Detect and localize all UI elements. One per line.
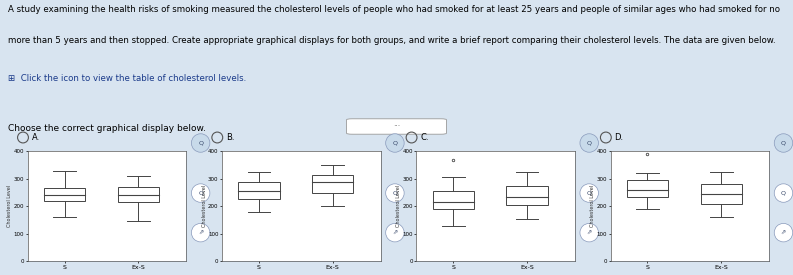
Text: ⊞  Click the icon to view the table of cholesterol levels.: ⊞ Click the icon to view the table of ch… (8, 74, 246, 83)
Bar (700, 184, 742, 204)
Text: Q: Q (587, 141, 592, 145)
Text: A study examining the health risks of smoking measured the cholesterol levels of: A study examining the health risks of sm… (8, 6, 780, 15)
Text: ⇗: ⇗ (781, 230, 786, 235)
Text: ⇗: ⇗ (393, 230, 397, 235)
Y-axis label: Cholesterol Level: Cholesterol Level (396, 185, 401, 227)
Text: more than 5 years and then stopped. Create appropriate graphical displays for bo: more than 5 years and then stopped. Crea… (8, 36, 776, 45)
Text: Choose the correct graphical display below.: Choose the correct graphical display bel… (8, 124, 206, 133)
Text: A.: A. (32, 133, 40, 142)
Circle shape (385, 184, 404, 202)
Bar (312, 175, 354, 192)
Text: ⇗: ⇗ (198, 230, 203, 235)
Circle shape (580, 223, 599, 242)
Text: Q: Q (393, 141, 397, 145)
Text: D.: D. (615, 133, 624, 142)
FancyBboxPatch shape (347, 119, 446, 134)
Circle shape (580, 184, 599, 202)
Circle shape (580, 134, 599, 152)
Y-axis label: Cholesterol Level: Cholesterol Level (7, 185, 13, 227)
Bar (238, 182, 280, 199)
Y-axis label: Cholesterol Level: Cholesterol Level (590, 185, 596, 227)
Text: ···: ··· (393, 122, 400, 131)
Text: ⇗: ⇗ (587, 230, 592, 235)
Text: Q: Q (393, 191, 397, 196)
Text: Q: Q (781, 191, 786, 196)
Text: Q: Q (781, 141, 786, 145)
Circle shape (774, 134, 793, 152)
Y-axis label: Cholesterol Level: Cholesterol Level (201, 185, 207, 227)
Circle shape (191, 134, 210, 152)
Circle shape (191, 184, 210, 202)
Text: Q: Q (587, 191, 592, 196)
Bar (626, 180, 668, 197)
Circle shape (385, 134, 404, 152)
Bar (117, 187, 159, 202)
Circle shape (191, 223, 210, 242)
Text: Q: Q (198, 191, 203, 196)
Circle shape (385, 223, 404, 242)
Bar (506, 186, 548, 205)
Circle shape (774, 184, 793, 202)
Bar (44, 188, 86, 201)
Text: Q: Q (198, 141, 203, 145)
Circle shape (774, 223, 793, 242)
Text: C.: C. (420, 133, 429, 142)
Bar (432, 191, 474, 209)
Text: B.: B. (226, 133, 235, 142)
